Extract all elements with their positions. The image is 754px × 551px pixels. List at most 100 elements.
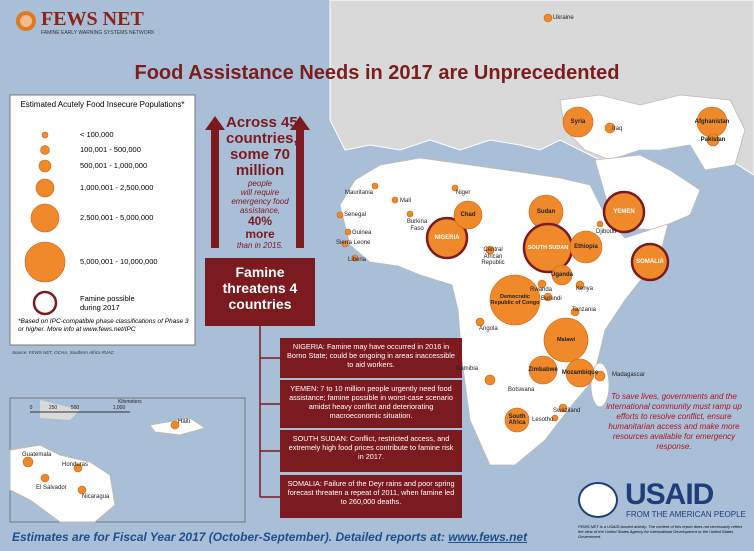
famine-circle [630, 242, 670, 282]
legend-title: Estimated Acutely Food Insecure Populati… [20, 100, 185, 109]
footer-text: Estimates are for Fiscal Year 2017 (Octo… [12, 530, 445, 544]
headline-line: some 70 [229, 146, 291, 163]
country-label: NIGERIA [434, 234, 460, 241]
country-label: Guinea [352, 230, 372, 236]
headline-line: than in 2015. [236, 241, 284, 250]
famine-note: SOUTH SUDAN: Conflict, restricted access… [280, 430, 462, 472]
famine-note: NIGERIA: Famine may have occurred in 201… [280, 338, 462, 378]
country-label: Senegal [344, 212, 367, 218]
country-label: Sierra Leone [336, 240, 371, 246]
legend-note: *Based on IPC-compatible phase classific… [18, 318, 189, 333]
country-label: Mali [400, 198, 412, 204]
country-label: Lesotho [532, 417, 554, 423]
inset-circle [22, 456, 34, 468]
country-label: Pakistan [700, 136, 726, 143]
country-label: Rwanda [530, 287, 553, 293]
country-circle [406, 210, 414, 218]
call-to-action: To save lives, governments and the inter… [606, 392, 742, 451]
country-circle [336, 211, 344, 219]
legend-label: < 100,000 [80, 130, 114, 139]
country-circle [604, 122, 616, 134]
headline-line: million [235, 162, 285, 179]
country-circle [528, 355, 558, 385]
country-circle [371, 182, 379, 190]
country-label: Niger [456, 190, 471, 196]
scale-label: 0 [29, 405, 33, 411]
legend-circle [30, 203, 60, 233]
eurasia [329, 0, 754, 176]
country-circle [475, 317, 485, 327]
source: Source: FEWS NET, OCHA, Southern Africa … [12, 350, 114, 355]
headline-line: emergency food [231, 197, 289, 206]
inset-label: Nicaragua [82, 494, 110, 500]
country-circle [543, 292, 553, 302]
country-label: Botswana [508, 387, 535, 393]
country-label: Afghanistan [694, 118, 730, 125]
country-circle [537, 279, 547, 289]
legend-label: Famine possible during 2017 [80, 294, 135, 312]
inset-circle [73, 463, 83, 473]
country-circle [504, 407, 530, 433]
country-label: Djibouti [596, 229, 617, 235]
country-label: Namibia [456, 366, 479, 372]
scale-label: 500 [70, 405, 80, 411]
country-label: Central African Republic [481, 247, 505, 266]
inset-circle [77, 485, 87, 495]
country-label: SOUTH SUDAN [527, 244, 569, 251]
legend-circle [35, 178, 55, 198]
country-circle [453, 200, 483, 230]
country-label: Zimbabwe [528, 366, 558, 373]
legend-label: 2,500,001 - 5,000,000 [80, 213, 154, 222]
inset-label: Guatemala [22, 452, 52, 458]
famine-title: Famine threatens 4 countries [222, 264, 298, 312]
country-circle [543, 317, 589, 363]
country-circle [351, 254, 359, 262]
headline-line: will require [240, 188, 280, 197]
country-label: Ukraine [553, 15, 574, 21]
usaid-seal [578, 482, 618, 518]
inset-label: Honduras [62, 462, 89, 468]
country-label: SOMALIA [636, 258, 664, 265]
country-label: Uganda [550, 271, 573, 278]
country-label: Tanzania [572, 307, 597, 313]
famine-note: YEMEN: 7 to 10 million people urgently n… [280, 380, 462, 428]
country-label: Syria [570, 118, 586, 125]
country-label: Madagascar [612, 372, 646, 378]
disclaimer: FEWS NET is a USAID-funded activity. The… [578, 524, 743, 539]
country-label: Kenya [576, 286, 594, 292]
country-circle [341, 240, 349, 248]
logo-globe [16, 11, 36, 31]
inset-label: El Salvador [36, 485, 67, 491]
country-label: Burkina Faso [406, 219, 428, 232]
country-label: Iraq [612, 126, 623, 132]
famine-box [205, 258, 315, 326]
legend-label: 500,001 - 1,000,000 [80, 161, 148, 170]
title: Food Assistance Needs in 2017 are Unprec… [134, 62, 620, 84]
footer-link[interactable]: www.fews.net [448, 530, 528, 544]
legend-label: 100,001 - 500,000 [80, 145, 141, 154]
headline-line: Across 45 [226, 114, 298, 131]
legend-circle [41, 131, 49, 139]
scale-label: 250 [48, 405, 58, 411]
country-circle [562, 106, 594, 138]
famine-circle [425, 216, 469, 260]
inset-label: Haiti [178, 419, 191, 425]
country-circle [484, 374, 496, 386]
country-circle [551, 414, 559, 422]
country-circle [565, 358, 595, 388]
logo-text: FEWS NET [41, 8, 144, 30]
country-label: YEMEN [613, 208, 635, 215]
legend-circle [24, 241, 66, 283]
famine-ring [32, 290, 58, 316]
country-circle [706, 133, 720, 147]
headline: Across 45 countries, some 70 million people w… [226, 114, 298, 251]
connector [259, 326, 280, 498]
country-circle [344, 228, 352, 236]
scale-label: 1,000 [112, 405, 126, 411]
usaid-logo: USAID [625, 478, 714, 511]
country-label: Mauritania [345, 190, 374, 196]
country-label: Chad [460, 211, 476, 218]
country-label: Angola [479, 326, 498, 332]
